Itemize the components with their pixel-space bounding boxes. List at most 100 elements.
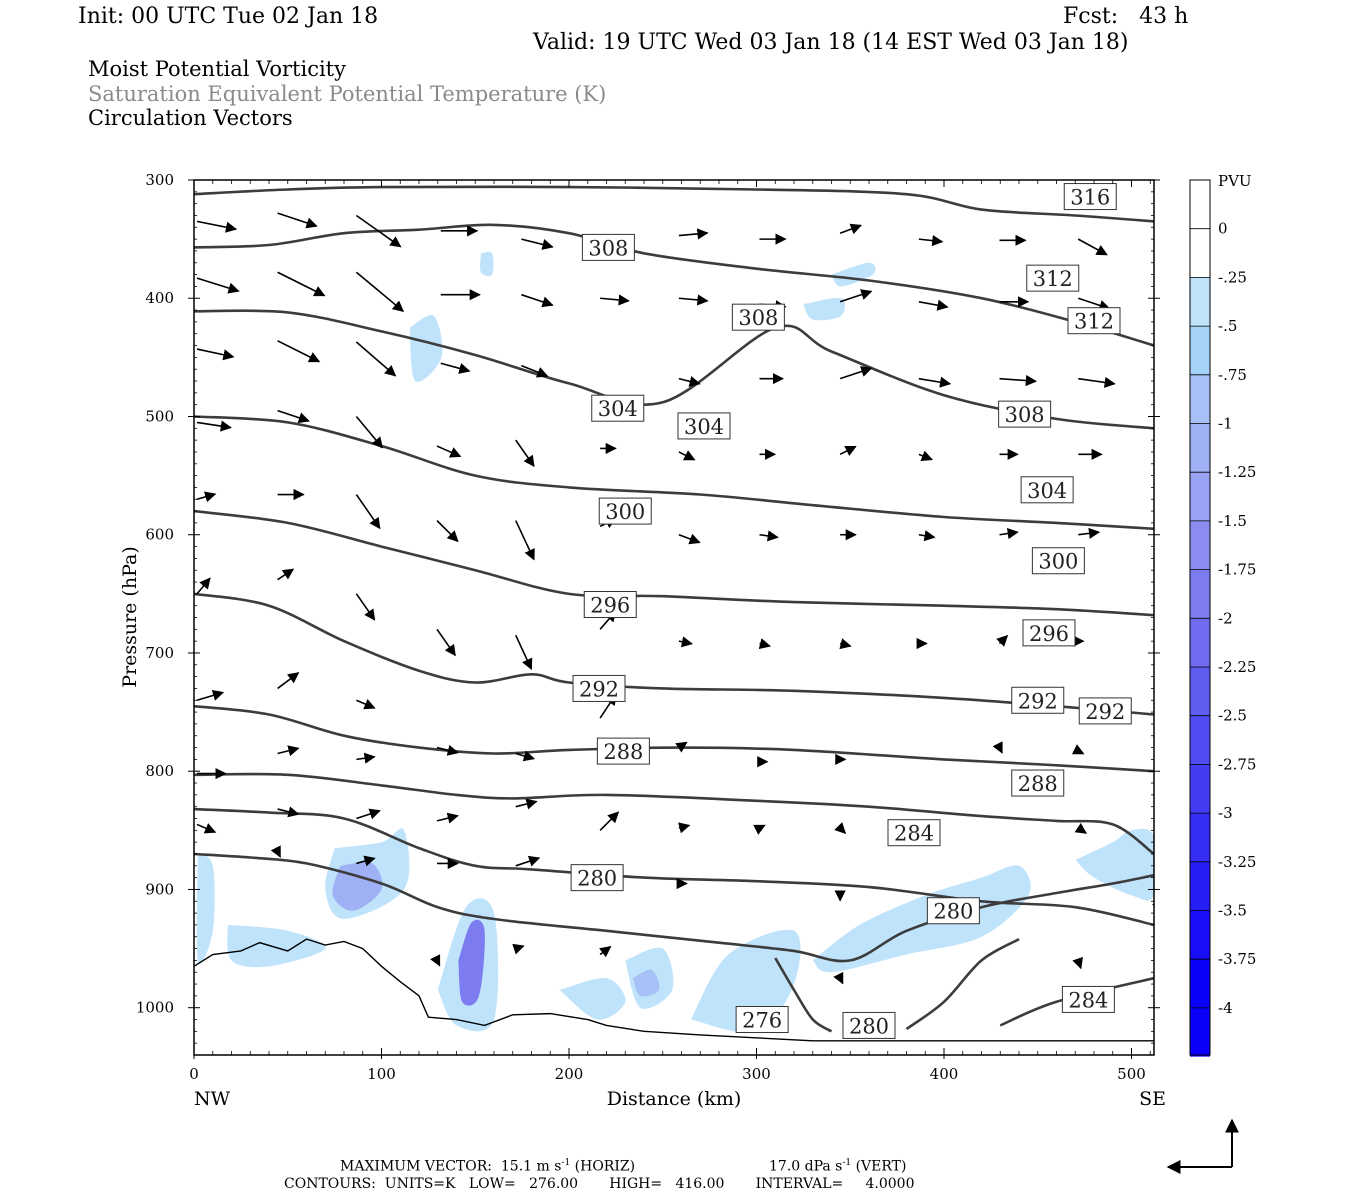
colorbar-segment bbox=[1190, 277, 1210, 327]
vector-arrow bbox=[277, 271, 326, 297]
vector-arrow bbox=[1072, 956, 1083, 970]
vector-arrow bbox=[515, 750, 536, 762]
colorbar-frame bbox=[1189, 179, 1211, 1056]
pv-region bbox=[196, 854, 215, 964]
pv-region bbox=[1075, 828, 1154, 901]
colorbar-title: PVU bbox=[1218, 172, 1252, 190]
contour-label: 316 bbox=[1070, 186, 1110, 210]
contour-label-box bbox=[1020, 476, 1074, 504]
vector-arrow bbox=[678, 375, 701, 387]
y-tick-label: 500 bbox=[145, 407, 174, 425]
contour-284 bbox=[194, 807, 1154, 927]
contour-label-box bbox=[735, 1006, 789, 1034]
vector-arrow bbox=[996, 634, 1009, 647]
vector-arrow bbox=[918, 235, 944, 247]
colorbar-level-label: -3.5 bbox=[1218, 902, 1247, 920]
colorbar-level-label: -2.5 bbox=[1218, 707, 1247, 725]
vector-arrow bbox=[355, 415, 384, 449]
colorbar-level-label: -3.75 bbox=[1218, 950, 1256, 968]
vector-arrow bbox=[512, 943, 525, 955]
vector-arrow bbox=[834, 822, 847, 834]
vector-arrow bbox=[992, 741, 1003, 754]
vector-arrow bbox=[436, 628, 456, 657]
colorbar-segment bbox=[1190, 910, 1210, 960]
vector-arrow bbox=[436, 812, 459, 824]
contour-label-box bbox=[887, 819, 941, 847]
terrain-profile bbox=[194, 938, 1154, 1042]
contour-label-box bbox=[1031, 547, 1085, 575]
vector-arrow bbox=[436, 445, 462, 458]
colorbar-segment bbox=[1190, 861, 1210, 911]
y-tick-label: 800 bbox=[145, 762, 174, 780]
contour-label-box bbox=[1067, 307, 1121, 335]
contour-label-box bbox=[677, 412, 731, 440]
reference-vector-icon bbox=[1166, 1118, 1239, 1174]
field-title-theta-es: Saturation Equivalent Potential Temperat… bbox=[88, 82, 607, 106]
contour-label: 280 bbox=[933, 900, 973, 924]
vector-arrow bbox=[758, 638, 771, 650]
contour-284 bbox=[999, 976, 1154, 1027]
colorbar-level-label: -.5 bbox=[1218, 317, 1237, 335]
colorbar-segment bbox=[1190, 1007, 1210, 1057]
contour-label-box bbox=[926, 897, 980, 925]
y-tick-label: 600 bbox=[145, 526, 174, 544]
colorbar-level-label: -1.75 bbox=[1218, 561, 1256, 579]
vector-arrow bbox=[1078, 376, 1116, 388]
contour-label: 292 bbox=[1085, 700, 1125, 724]
contour-label-box bbox=[1011, 769, 1065, 797]
vector-arrow bbox=[196, 220, 238, 233]
colorbar-segment bbox=[1190, 667, 1210, 716]
vector-arrow bbox=[430, 954, 441, 967]
vector-arrow bbox=[1077, 297, 1111, 311]
vector-arrow bbox=[999, 374, 1038, 387]
vector-arrow bbox=[678, 228, 709, 240]
vector-arrow bbox=[678, 822, 691, 834]
contour-label-box bbox=[1063, 183, 1117, 211]
contour-label: 292 bbox=[1018, 689, 1058, 713]
vector-arrow bbox=[196, 420, 232, 432]
vector-arrow bbox=[277, 568, 295, 581]
vector-arrow bbox=[839, 638, 852, 650]
contour-label: 284 bbox=[894, 822, 934, 846]
pv-region bbox=[227, 924, 326, 968]
vector-arrow bbox=[277, 672, 300, 690]
vector-arrow bbox=[277, 745, 300, 757]
contour-label-box bbox=[598, 497, 652, 525]
contour-label: 280 bbox=[577, 867, 617, 891]
vector-arrow bbox=[600, 294, 630, 306]
terrain-line bbox=[194, 938, 1154, 1042]
contour-308 bbox=[194, 309, 1154, 430]
vector-arrow bbox=[355, 593, 376, 621]
vector-arrow bbox=[833, 971, 844, 985]
colorbar-segment bbox=[1190, 569, 1210, 619]
contour-label: 280 bbox=[849, 1014, 889, 1038]
colorbar-segment bbox=[1190, 472, 1210, 521]
x-tick-label: 400 bbox=[930, 1065, 959, 1083]
colorbar-level-label: -4 bbox=[1218, 999, 1233, 1017]
pv-region bbox=[812, 865, 1031, 973]
vector-arrow bbox=[1078, 527, 1101, 539]
vector-arrow bbox=[440, 362, 471, 374]
contour-label: 300 bbox=[605, 500, 645, 524]
contour-label-box bbox=[570, 864, 624, 892]
colorbar-level-label: -2.25 bbox=[1218, 658, 1256, 676]
vector-arrow bbox=[839, 223, 862, 235]
theta-es-contours bbox=[194, 185, 1154, 1033]
colorbar-segment bbox=[1190, 180, 1210, 229]
pv-colorbar: 0 -.25 -.5 -.75 -1 -1.25 -1.5 -1.75 -2 -2.25 -2.5 -… bbox=[1189, 179, 1256, 1057]
vector-arrow bbox=[678, 636, 693, 648]
colorbar-level-label: -.75 bbox=[1218, 366, 1247, 384]
x-tick-label: 200 bbox=[555, 1065, 584, 1083]
vector-arrow bbox=[515, 634, 533, 671]
colorbar-level-label: -2.75 bbox=[1218, 755, 1256, 773]
contour-label: 296 bbox=[590, 593, 630, 617]
max-vector-vert: 17.0 dPa s-1 (VERT) bbox=[769, 1158, 907, 1175]
contour-label-box bbox=[731, 303, 785, 331]
vector-arrow bbox=[515, 520, 535, 561]
contour-label: 288 bbox=[1018, 772, 1058, 796]
vector-arrow bbox=[515, 439, 535, 468]
contour-label: 292 bbox=[579, 677, 619, 701]
x-end-right-label: SE bbox=[1139, 1088, 1166, 1110]
contour-296 bbox=[194, 592, 1154, 716]
